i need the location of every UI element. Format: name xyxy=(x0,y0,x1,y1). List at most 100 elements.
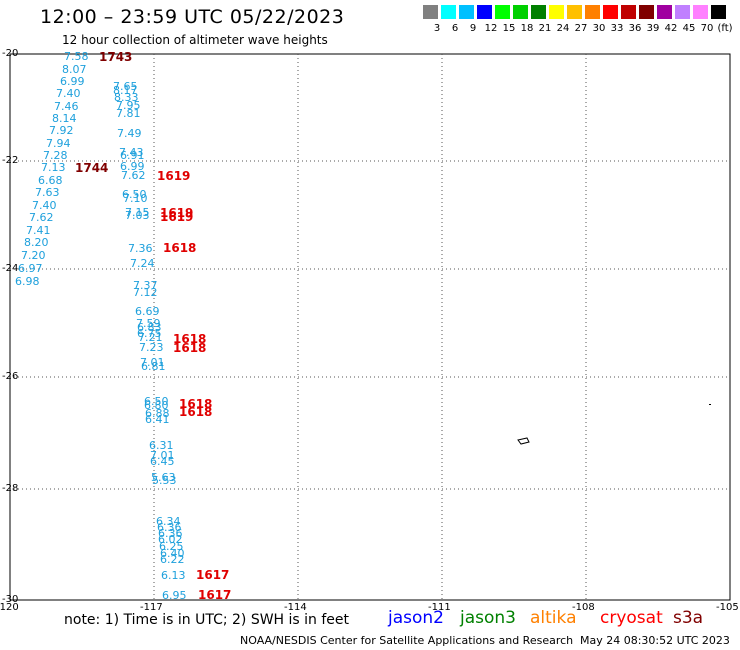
wave-height-label: 6.68 xyxy=(38,174,63,187)
pass-time-label: 1619 xyxy=(160,206,194,220)
map-subtitle: 12 hour collection of altimeter wave hei… xyxy=(62,33,328,47)
scale-swatch xyxy=(711,5,726,19)
wave-height-label: 6.50 xyxy=(144,395,169,408)
wave-height-label: 7.40 xyxy=(32,199,57,212)
scale-swatch xyxy=(423,5,438,19)
pass-time-label: 1617 xyxy=(196,568,230,582)
wave-height-label: 6.02 xyxy=(158,533,183,546)
wave-height-label: 6.31 xyxy=(149,439,174,452)
wave-height-label: 7.12 xyxy=(133,286,158,299)
wave-height-label: 6.81 xyxy=(141,360,166,373)
legend-altika: altika xyxy=(530,608,577,628)
latitude-label: -22 xyxy=(2,155,19,166)
wave-height-label: 7.95 xyxy=(116,99,141,112)
wave-height-label: 7.24 xyxy=(130,257,155,270)
scale-swatch xyxy=(585,5,600,19)
wave-height-label: 8.17 xyxy=(113,84,138,97)
pass-time-label: 1618 xyxy=(173,332,207,346)
longitude-label: -108 xyxy=(572,602,595,613)
wave-height-label: 7.20 xyxy=(21,249,46,262)
longitude-label: -114 xyxy=(284,602,307,613)
wave-height-label: 6.95 xyxy=(162,589,187,602)
wave-height-label: 7.28 xyxy=(43,149,68,162)
scale-label: 39 xyxy=(646,23,660,34)
wave-height-label: 6.13 xyxy=(161,569,186,582)
scale-label: 24 xyxy=(556,23,570,34)
wave-height-label: 7.81 xyxy=(116,107,141,120)
scale-label: 45 xyxy=(682,23,696,34)
scale-swatch xyxy=(621,5,636,19)
scale-label: 36 xyxy=(628,23,642,34)
wave-height-label: 7.13 xyxy=(41,161,66,174)
wave-height-label: 6.36 xyxy=(157,521,182,534)
wave-height-label: 6.97 xyxy=(18,262,43,275)
wave-height-label: 8.20 xyxy=(24,236,49,249)
wave-height-label: 7.41 xyxy=(26,224,51,237)
wave-height-label: 6.88 xyxy=(145,407,170,420)
wave-height-label: 6.75 xyxy=(137,327,162,340)
map-title: 12:00 – 23:59 UTC 05/22/2023 xyxy=(40,6,345,28)
wave-height-label: 6.91 xyxy=(120,149,145,162)
wave-height-label: 7.59 xyxy=(136,317,161,330)
pass-time-label: 1743 xyxy=(99,50,133,64)
scale-label: 6 xyxy=(451,23,459,34)
wave-height-label: 7.62 xyxy=(121,169,146,182)
wave-height-label: 7.40 xyxy=(56,87,81,100)
scale-label: (ft) xyxy=(717,23,733,34)
scale-label: 42 xyxy=(664,23,678,34)
pass-time-label: 1619 xyxy=(160,210,194,224)
scale-swatch xyxy=(459,5,474,19)
wave-height-label: 6.80 xyxy=(144,399,169,412)
wave-height-label: 8.07 xyxy=(62,63,87,76)
longitude-label: -111 xyxy=(428,602,451,613)
longitude-label: -120 xyxy=(0,602,19,613)
wave-height-label: 7.21 xyxy=(138,331,163,344)
wave-height-label: 7.92 xyxy=(49,124,74,137)
longitude-label: -117 xyxy=(140,602,163,613)
legend-jason3: jason3 xyxy=(460,608,516,628)
scale-label: 15 xyxy=(502,23,516,34)
pass-time-label: 1618 xyxy=(179,405,213,419)
wave-height-label: 7.43 xyxy=(119,146,144,159)
wave-height-label: 6.69 xyxy=(135,305,160,318)
wave-height-label: 7.01 xyxy=(140,356,165,369)
legend-jason2: jason2 xyxy=(388,608,444,628)
wave-height-label: 7.62 xyxy=(29,211,54,224)
scale-label: 18 xyxy=(520,23,534,34)
wave-height-label: 7.37 xyxy=(133,279,158,292)
wave-height-label: 6.99 xyxy=(60,75,85,88)
scale-label: 27 xyxy=(574,23,588,34)
scale-swatch xyxy=(531,5,546,19)
scale-swatch xyxy=(477,5,492,19)
wave-height-label: 7.94 xyxy=(46,137,71,150)
pass-time-label: 1619 xyxy=(157,169,191,183)
scale-swatch xyxy=(513,5,528,19)
wave-height-label: 6.34 xyxy=(156,515,181,528)
graticule xyxy=(10,54,730,600)
wave-height-label: 6.41 xyxy=(145,413,170,426)
wave-height-label: 5.63 xyxy=(151,471,176,484)
pass-time-label: 1744 xyxy=(75,161,109,175)
scale-swatch xyxy=(657,5,672,19)
scale-label: 70 xyxy=(700,23,714,34)
scale-label: 3 xyxy=(433,23,441,34)
wave-height-label: 8.14 xyxy=(52,112,77,125)
wave-height-label: 6.22 xyxy=(160,553,185,566)
latitude-label: -26 xyxy=(2,371,19,382)
pass-time-label: 1618 xyxy=(163,241,197,255)
latitude-label: -24 xyxy=(2,263,19,274)
credit-text: NOAA/NESDIS Center for Satellite Applica… xyxy=(240,634,574,647)
scale-label: 33 xyxy=(610,23,624,34)
wave-height-label: 5.53 xyxy=(152,474,177,487)
pass-time-label: 1617 xyxy=(198,588,232,602)
wave-height-label: 6.45 xyxy=(150,455,175,468)
scale-label: 21 xyxy=(538,23,552,34)
wave-height-label: 6.25 xyxy=(159,540,184,553)
scale-swatch xyxy=(639,5,654,19)
scale-swatch xyxy=(675,5,690,19)
wave-height-label: 7.01 xyxy=(150,449,175,462)
island-outline xyxy=(517,437,530,445)
scale-swatch xyxy=(441,5,456,19)
wave-height-label: 8.33 xyxy=(114,91,139,104)
